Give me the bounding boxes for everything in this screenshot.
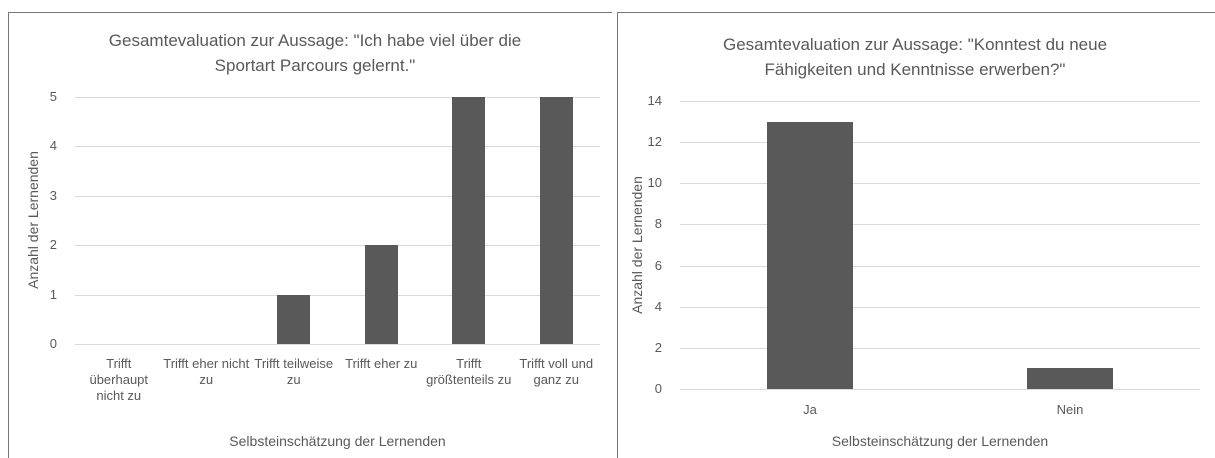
grid-line — [680, 101, 1200, 102]
y-tick-label: 4 — [654, 298, 662, 314]
x-tick-label: Trifft eher zu — [345, 356, 418, 371]
y-tick-label: 4 — [49, 138, 57, 154]
bar — [1027, 368, 1113, 389]
y-tick-label: 5 — [49, 89, 57, 104]
y-tick-label: 2 — [654, 339, 662, 355]
grid-line — [75, 344, 600, 345]
y-tick-label: 14 — [647, 93, 662, 108]
y-tick-label: 8 — [654, 216, 662, 232]
bar — [767, 121, 853, 389]
grid-line — [680, 306, 1200, 308]
bar — [277, 294, 311, 344]
chart-frame — [8, 12, 612, 458]
bar — [539, 97, 573, 344]
x-tick-label: Trifft teilweise zu — [254, 356, 334, 387]
x-tick-label: Trifft größtenteils zu — [426, 356, 512, 387]
x-axis-label: Selbsteinschätzung der Lernenden — [831, 433, 1049, 449]
grid-line — [75, 146, 600, 148]
y-tick-label: 10 — [647, 175, 662, 191]
grid-line — [680, 389, 1200, 390]
chart-title: Gesamtevaluation zur Aussage: "Ich habe … — [108, 31, 522, 75]
grid-line — [75, 195, 600, 197]
bar — [452, 97, 486, 344]
grid-line — [680, 265, 1200, 267]
x-tick-label: Trifft eher nicht zu — [163, 356, 250, 387]
x-tick-label: Trifft überhaupt nicht zu — [89, 356, 149, 403]
y-tick-label: 6 — [654, 257, 662, 273]
grid-line — [680, 224, 1200, 226]
grid-line — [680, 347, 1200, 349]
grid-line — [75, 294, 600, 296]
grid-line — [75, 245, 600, 247]
y-tick-label: 0 — [654, 381, 662, 396]
bar — [364, 245, 398, 344]
y-tick-label: 3 — [49, 187, 57, 203]
x-axis-label: Selbsteinschätzung der Lernenden — [229, 433, 446, 449]
x-tick-label: Ja — [803, 402, 817, 417]
grid-line — [680, 142, 1200, 144]
y-tick-label: 2 — [49, 237, 57, 253]
chart-title: Gesamtevaluation zur Aussage: "Konntest … — [722, 35, 1108, 79]
y-tick-label: 12 — [647, 134, 662, 150]
grid-line — [680, 183, 1200, 185]
y-axis-label: Anzahl der Lernenden — [25, 151, 41, 289]
x-tick-label: Trifft voll und ganz zu — [519, 356, 594, 387]
y-tick-label: 1 — [49, 286, 57, 302]
x-tick-label: Nein — [1056, 402, 1084, 417]
chart-frame — [617, 12, 1215, 458]
y-axis-label: Anzahl der Lernenden — [629, 176, 645, 314]
y-tick-label: 0 — [49, 336, 57, 351]
grid-line — [75, 97, 600, 98]
